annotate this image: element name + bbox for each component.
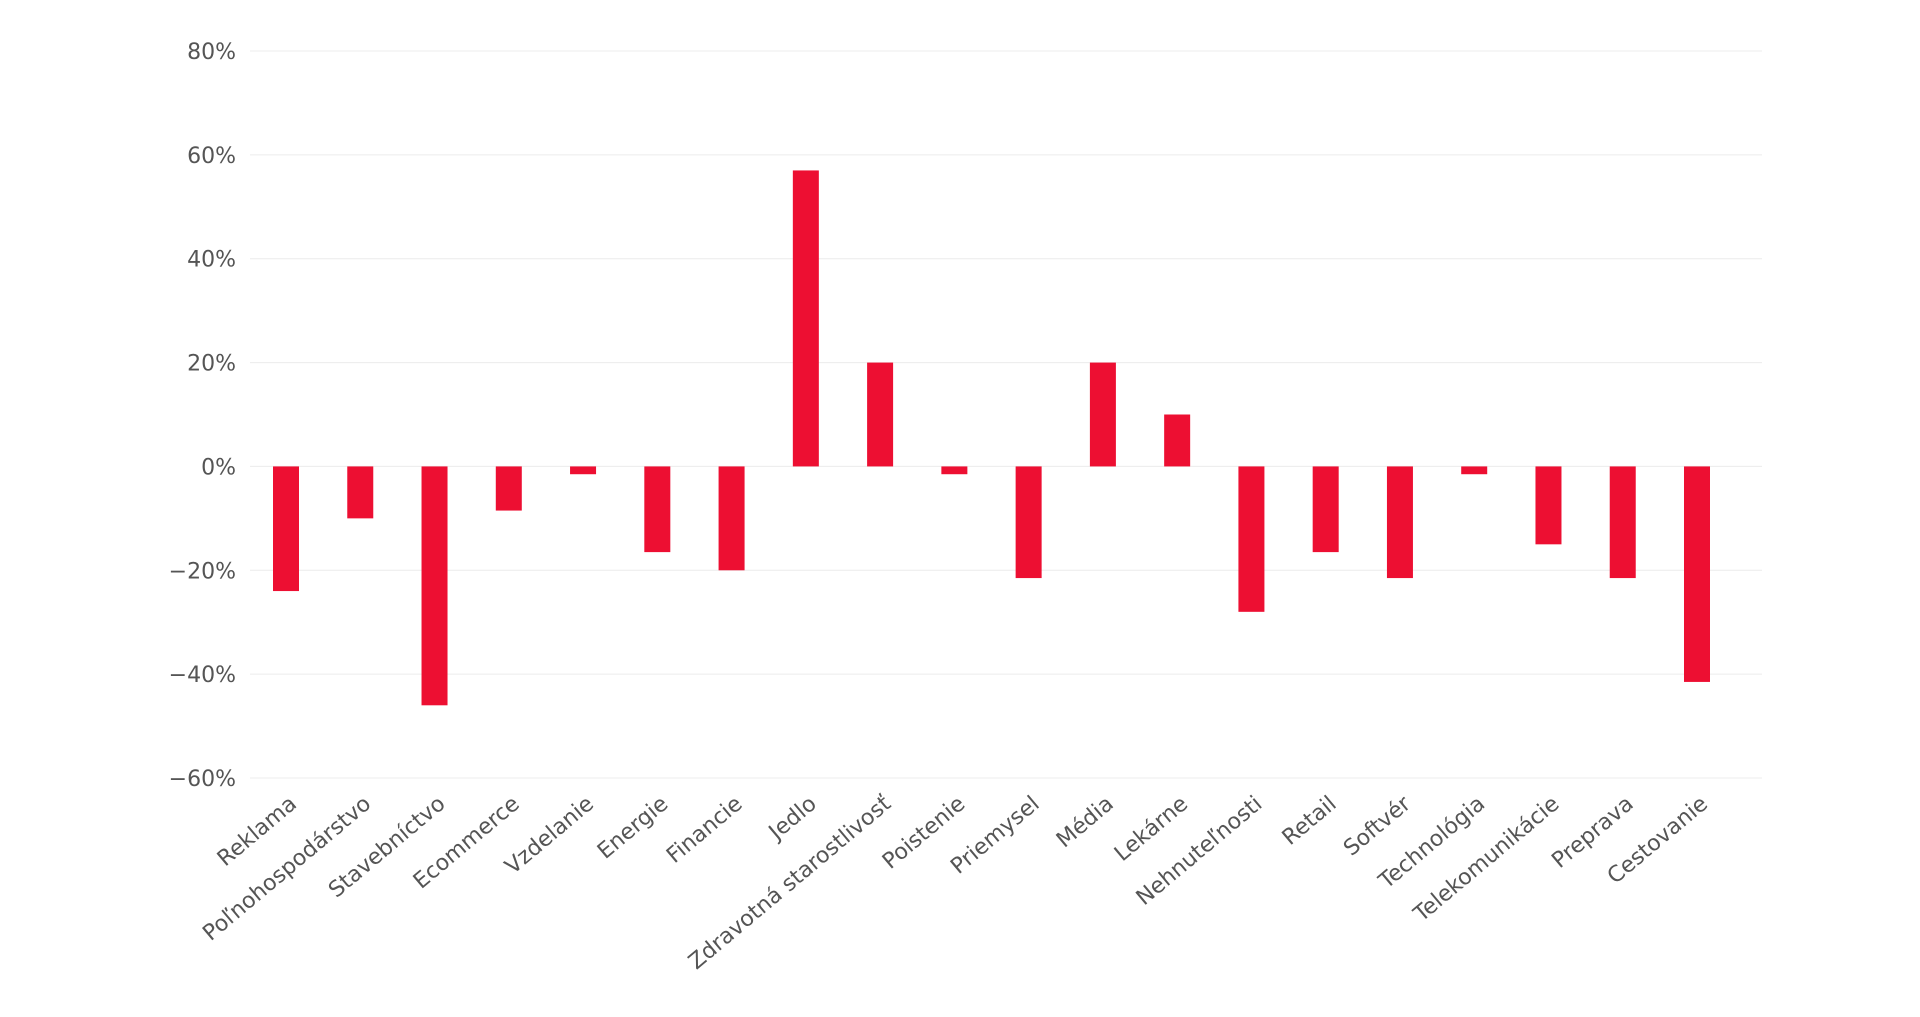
bar [273, 466, 299, 592]
bar [1386, 466, 1413, 579]
x-category-label: Jedlo [763, 791, 822, 846]
x-category-label: Média [1052, 791, 1119, 853]
y-tick-label: −20% [169, 559, 236, 584]
bar [1238, 466, 1265, 612]
y-tick-label: 60% [187, 144, 236, 169]
bar [1461, 466, 1488, 475]
bars [273, 170, 1710, 706]
y-tick-label: 0% [201, 455, 236, 480]
x-category-label: Nehnuteľnosti [1132, 791, 1267, 910]
x-category-label: Retail [1278, 791, 1342, 850]
bar [1312, 466, 1339, 553]
bar [867, 362, 894, 467]
bar [1609, 466, 1636, 579]
x-category-label: Financie [662, 791, 747, 868]
bar [347, 466, 374, 519]
y-axis-tick-labels: 80% 60% 40% 20% 0% −20% −40% −60% [169, 40, 236, 792]
bar [1015, 466, 1042, 579]
x-axis-category-labels: ReklamaPoľnohospodárstvoStavebníctvoEcom… [198, 791, 1712, 975]
bar [421, 466, 448, 706]
y-tick-label: 80% [187, 40, 236, 65]
bar [644, 466, 671, 553]
bar [1535, 466, 1562, 545]
bar [1164, 414, 1191, 467]
x-category-label: Energie [593, 791, 673, 864]
bar [1089, 362, 1116, 467]
bar [495, 466, 522, 511]
y-tick-label: −40% [169, 663, 236, 688]
y-tick-label: 20% [187, 352, 236, 377]
grid-lines [250, 50, 1762, 779]
y-tick-label: 40% [187, 248, 236, 273]
y-tick-label: −60% [169, 767, 236, 792]
bar [1684, 466, 1710, 682]
bar [570, 466, 597, 475]
bar [792, 170, 819, 467]
bar [718, 466, 745, 571]
bar [941, 466, 968, 475]
